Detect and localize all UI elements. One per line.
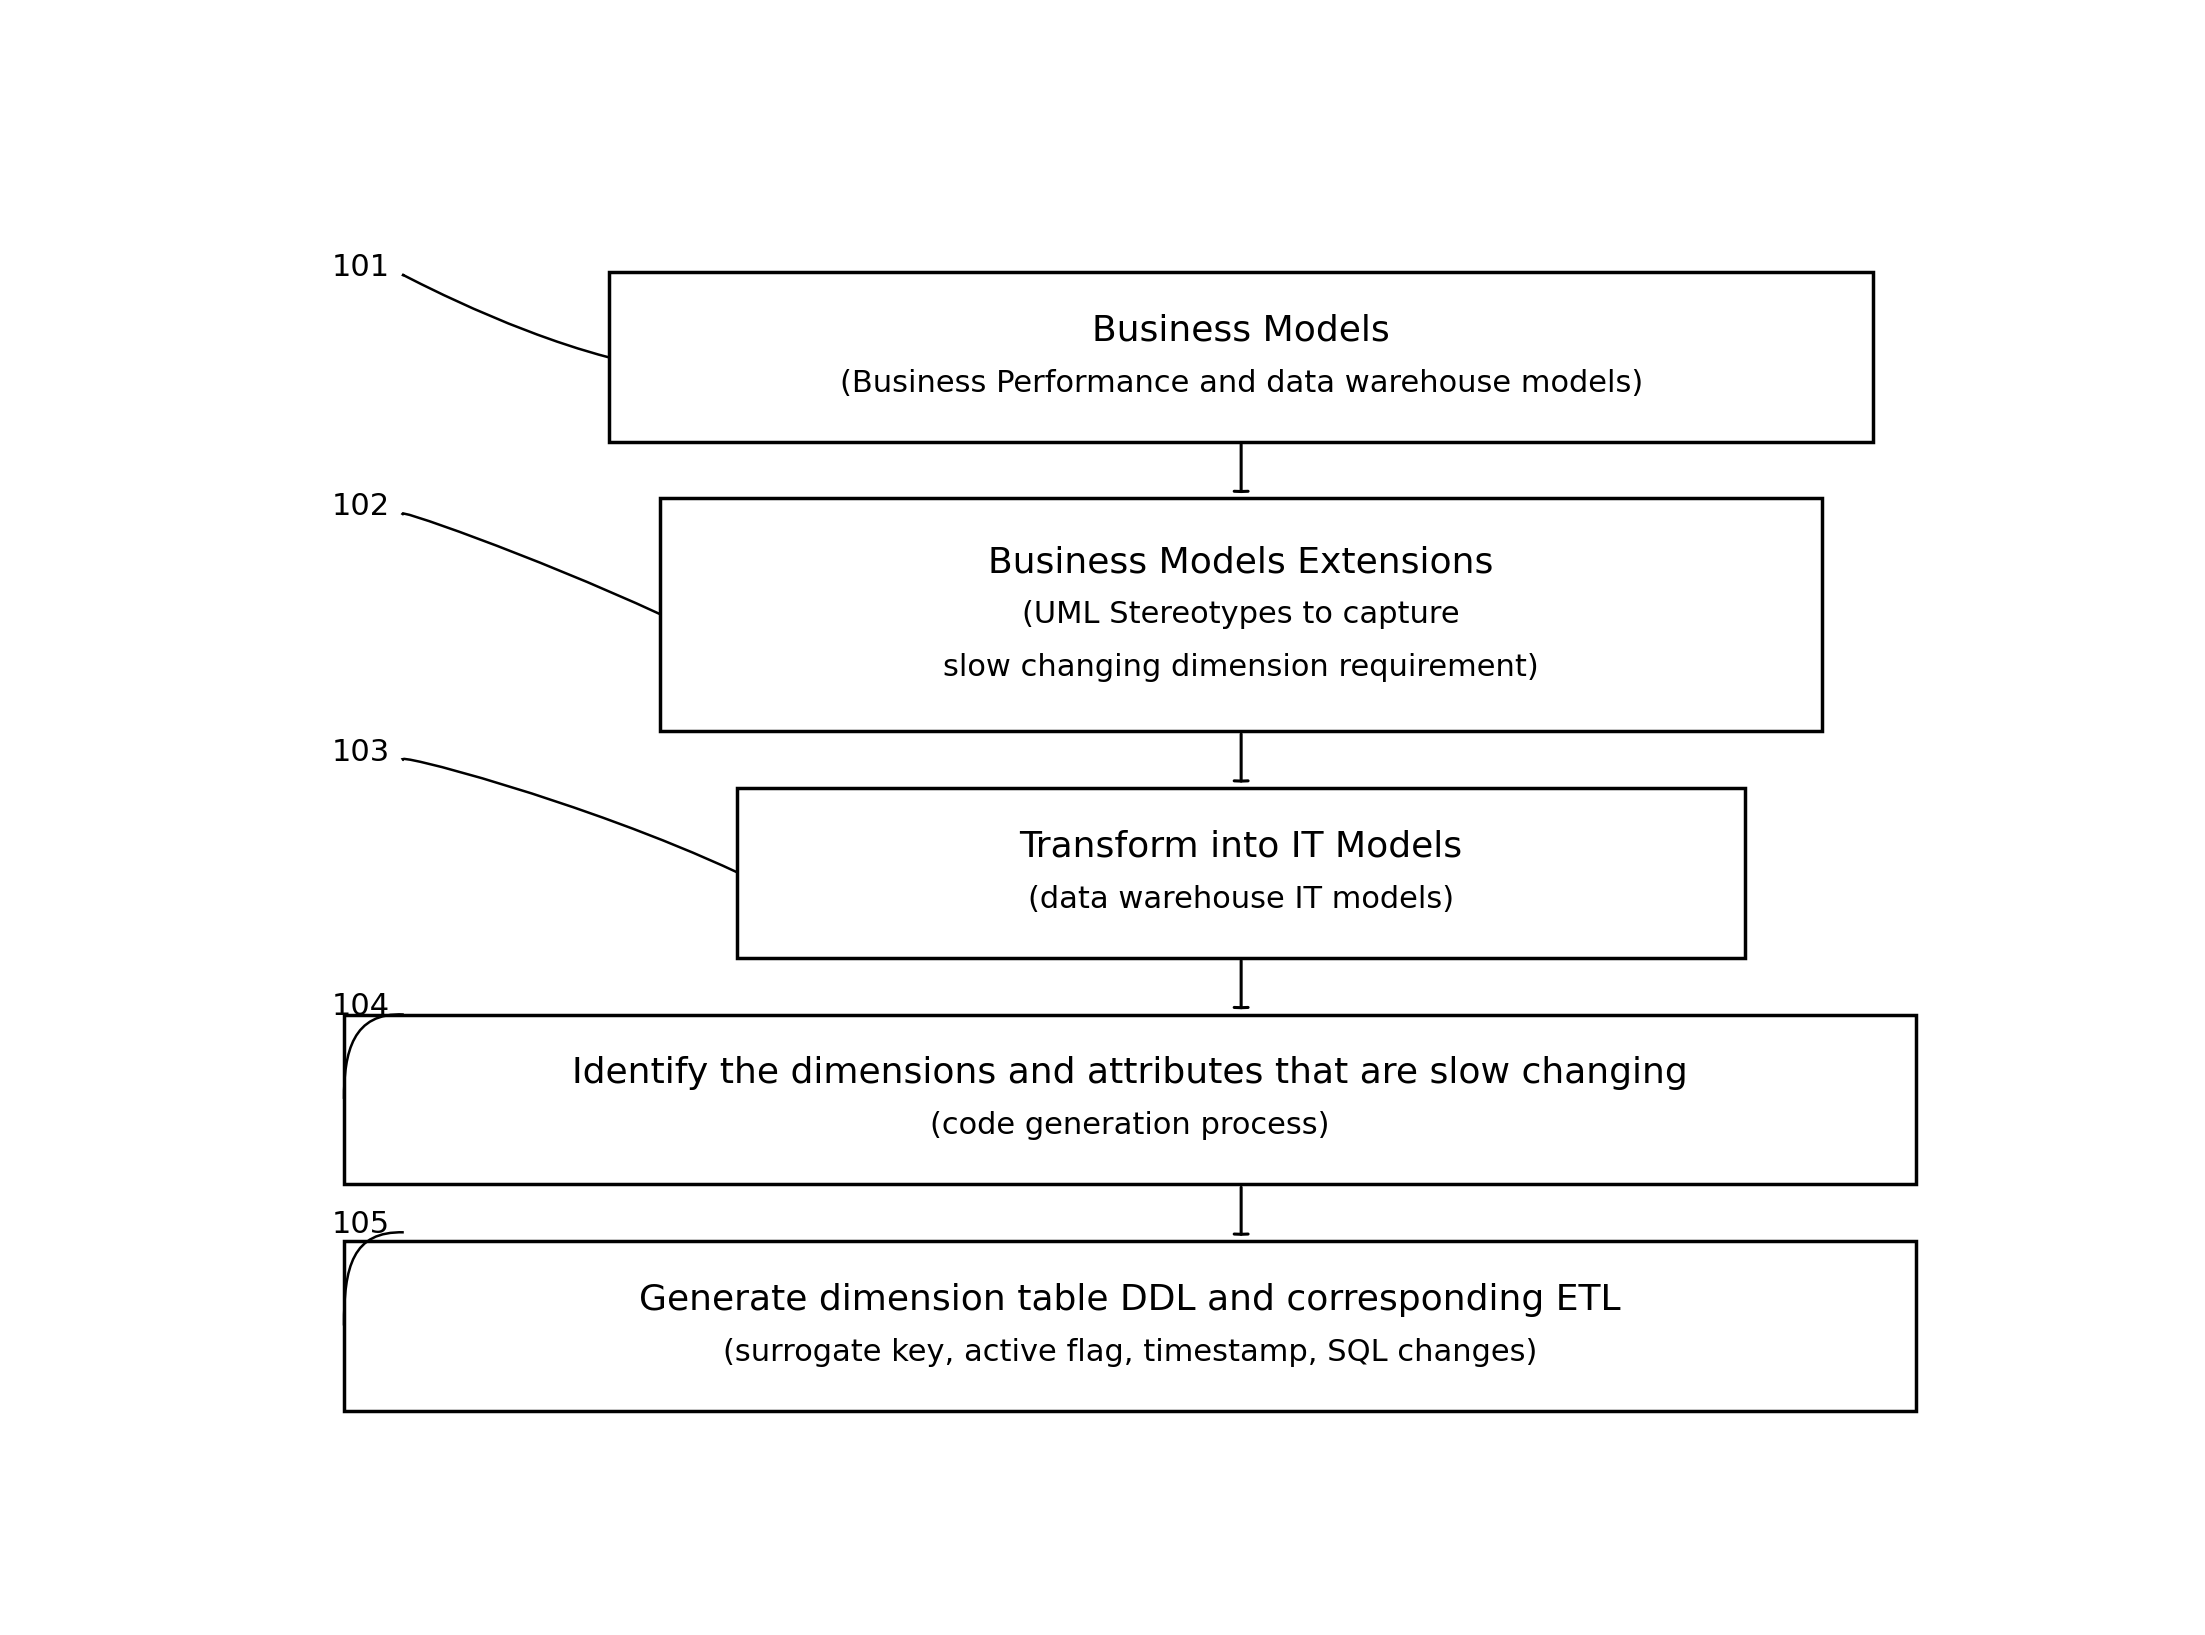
FancyBboxPatch shape [736,788,1746,958]
FancyBboxPatch shape [344,1241,1916,1411]
FancyBboxPatch shape [609,271,1874,441]
FancyBboxPatch shape [659,499,1821,731]
Text: (Business Performance and data warehouse models): (Business Performance and data warehouse… [840,368,1643,397]
Text: 105: 105 [333,1210,390,1239]
Text: Business Models Extensions: Business Models Extensions [988,544,1493,579]
Text: Identify the dimensions and attributes that are slow changing: Identify the dimensions and attributes t… [571,1056,1689,1091]
Text: Generate dimension table DDL and corresponding ETL: Generate dimension table DDL and corresp… [639,1283,1621,1316]
Text: 101: 101 [333,253,390,281]
Text: (surrogate key, active flag, timestamp, SQL changes): (surrogate key, active flag, timestamp, … [723,1337,1537,1367]
Text: Transform into IT Models: Transform into IT Models [1019,829,1462,863]
FancyBboxPatch shape [344,1014,1916,1184]
Text: slow changing dimension requirement): slow changing dimension requirement) [944,652,1539,682]
Text: 103: 103 [333,737,390,767]
Text: (data warehouse IT models): (data warehouse IT models) [1028,885,1455,914]
Text: 104: 104 [333,992,390,1020]
Text: Business Models: Business Models [1091,314,1389,347]
Text: (UML Stereotypes to capture: (UML Stereotypes to capture [1023,600,1460,629]
Text: 102: 102 [333,492,390,522]
Text: (code generation process): (code generation process) [931,1112,1330,1140]
